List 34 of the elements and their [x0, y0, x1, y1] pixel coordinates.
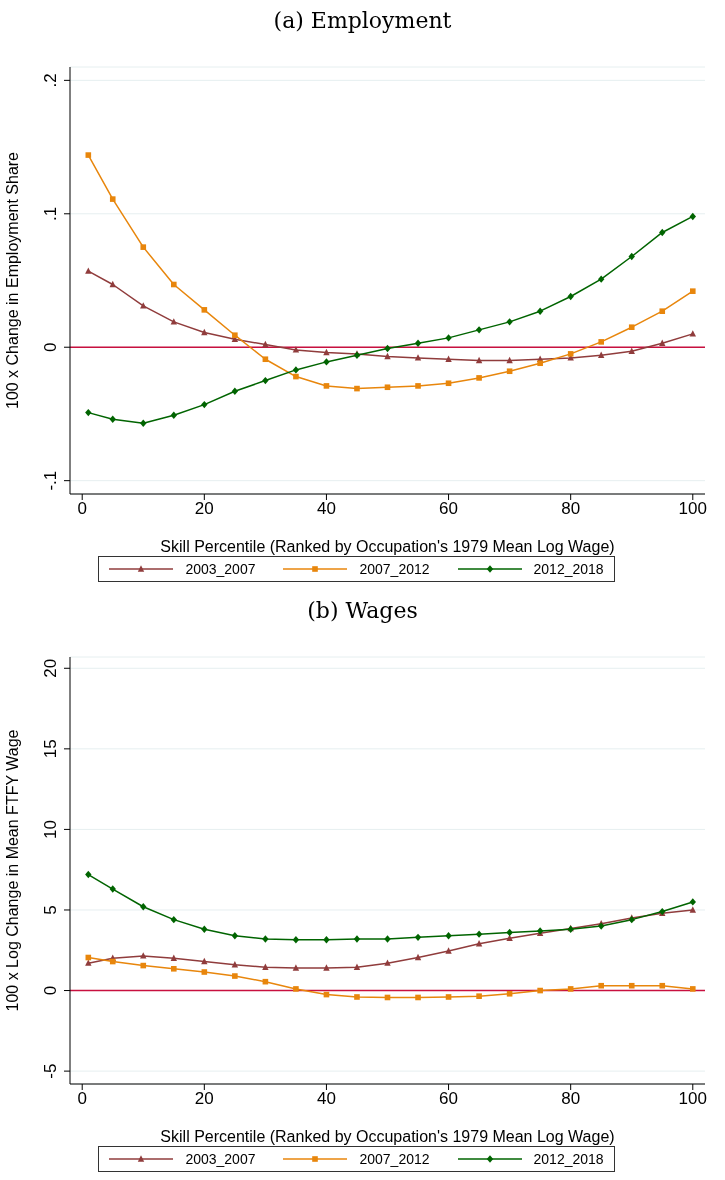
chart-title: (a) Employment [272, 7, 453, 35]
legend-label: 2003_2007 [185, 561, 256, 577]
legend-label: 2007_2012 [359, 561, 430, 577]
x-tick-label: 0 [77, 499, 87, 519]
legend-label: 2003_2007 [185, 1151, 256, 1167]
y-tick-label: 0 [41, 342, 60, 352]
x-tick-label: 80 [561, 499, 581, 519]
y-tick-label: 20 [41, 658, 60, 678]
legend-label: 2012_2018 [533, 1151, 604, 1167]
x-tick-label: 60 [439, 499, 459, 519]
legend-label: 2007_2012 [359, 1151, 430, 1167]
y-axis-title: 100 x Change in Employment Share [3, 151, 21, 410]
y-tick-label: -5 [41, 1063, 60, 1079]
y-tick-label: 0 [41, 985, 60, 996]
x-tick-label: 100 [678, 1089, 707, 1109]
x-tick-label: 20 [194, 499, 214, 519]
x-tick-label: 0 [77, 1089, 87, 1109]
y-tick-label: .2 [41, 73, 60, 88]
chart-title: (b) Wages [306, 597, 419, 625]
y-tick-label: 5 [41, 905, 60, 915]
y-tick-label: -.1 [41, 470, 60, 491]
y-tick-label: 15 [41, 739, 60, 759]
y-axis-title: 100 x Log Change in Mean FTFY Wage [3, 729, 21, 1012]
x-tick-label: 40 [316, 1089, 336, 1109]
x-tick-label: 60 [439, 1089, 459, 1109]
x-tick-label: 80 [561, 1089, 581, 1109]
x-axis-title: Skill Percentile (Ranked by Occupation's 1979 Mean Log Wage) [160, 538, 615, 555]
x-axis-title: Skill Percentile (Ranked by Occupation's 1979 Mean Log Wage) [160, 1128, 615, 1145]
legend-label: 2012_2018 [533, 561, 604, 577]
x-tick-label: 20 [194, 1089, 214, 1109]
x-tick-label: 100 [678, 499, 707, 519]
y-tick-label: 10 [41, 819, 60, 839]
x-tick-label: 40 [316, 499, 336, 519]
y-tick-label: .1 [41, 206, 60, 221]
